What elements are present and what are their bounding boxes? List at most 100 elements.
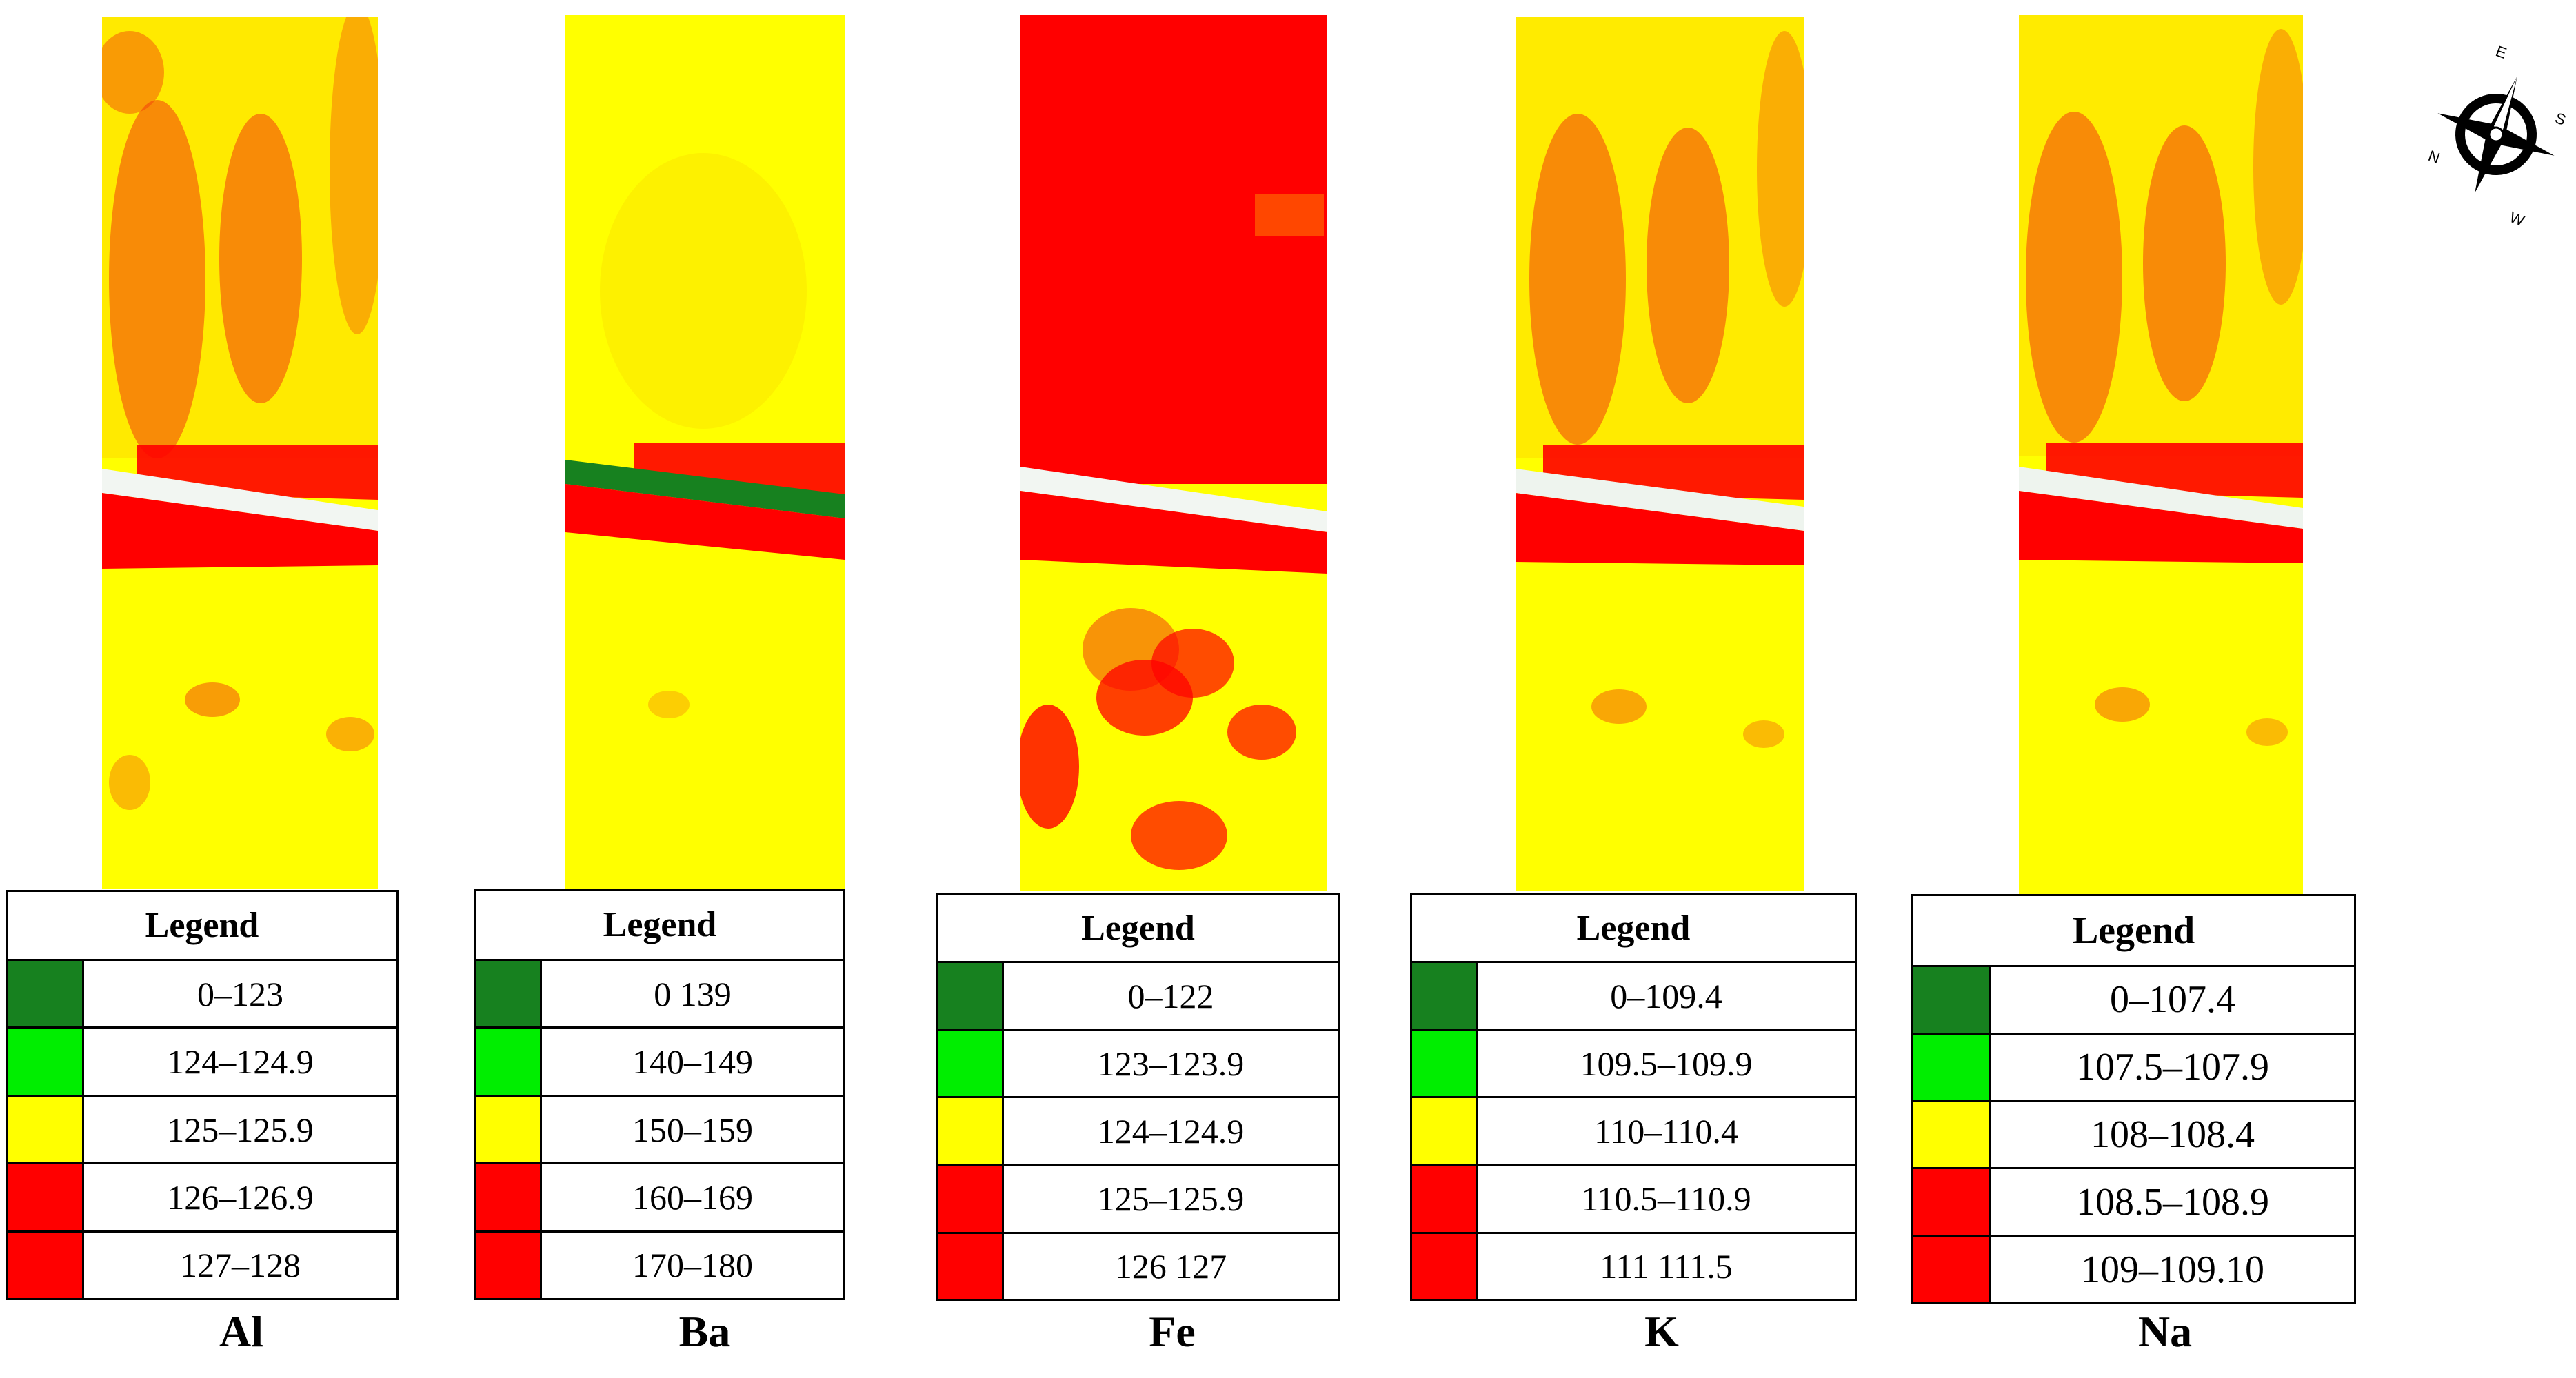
- legend-k: Legend 0–109.4 109.5–109.9 110–110.4 110…: [1410, 893, 1857, 1301]
- map-ba-raster: [565, 153, 845, 718]
- legend-row: 0 139: [476, 961, 843, 1029]
- legend-range: 170–180: [632, 1246, 753, 1285]
- legend-range: 110.5–110.9: [1581, 1179, 1751, 1219]
- legend-range: 111 111.5: [1600, 1247, 1733, 1286]
- swatch-light-green: [938, 1031, 1004, 1097]
- legend-range: 124–124.9: [1097, 1112, 1245, 1151]
- legend-title: Legend: [8, 892, 396, 961]
- map-al-raster: [102, 17, 378, 810]
- map-na-raster: [2019, 15, 2303, 746]
- element-label-k: K: [1644, 1307, 1679, 1356]
- legend-title: Legend: [1412, 895, 1855, 963]
- legend-range: 127–128: [180, 1246, 301, 1285]
- swatch-red: [1913, 1169, 1991, 1235]
- swatch-dark-green: [1913, 967, 1991, 1033]
- map-al: [102, 17, 378, 889]
- legend-title: Legend: [476, 891, 843, 961]
- legend-row: 109.5–109.9: [1412, 1031, 1855, 1099]
- legend-range: 0–107.4: [2110, 978, 2235, 1022]
- legend-range: 108.5–108.9: [2076, 1180, 2269, 1224]
- legend-title: Legend: [1913, 896, 2354, 967]
- legend-range: 0–123: [197, 974, 283, 1013]
- legend-row: 125–125.9: [938, 1166, 1338, 1234]
- swatch-light-green: [8, 1029, 84, 1095]
- legend-range: 107.5–107.9: [2076, 1046, 2269, 1089]
- map-na: [2019, 15, 2303, 894]
- swatch-red: [1412, 1233, 1478, 1300]
- map-fe-raster: [1020, 15, 1327, 870]
- legend-row: 0–109.4: [1412, 963, 1855, 1031]
- legend-fe: Legend 0–122 123–123.9 124–124.9 125–125…: [936, 893, 1340, 1301]
- swatch-red: [938, 1166, 1004, 1232]
- map-k: [1516, 17, 1804, 891]
- element-label-ba: Ba: [678, 1307, 731, 1356]
- legend-row: 127–128: [8, 1232, 396, 1299]
- swatch-red: [1913, 1237, 1991, 1302]
- legend-row: 125–125.9: [8, 1096, 396, 1165]
- legend-range: 0–109.4: [1610, 976, 1722, 1015]
- legend-row: 111 111.5: [1412, 1233, 1855, 1300]
- swatch-red: [8, 1164, 84, 1230]
- legend-al: Legend 0–123 124–124.9 125–125.9 126–126…: [6, 890, 399, 1300]
- element-label-fe: Fe: [1149, 1307, 1196, 1356]
- legend-row: 107.5–107.9: [1913, 1034, 2354, 1102]
- swatch-yellow: [1412, 1098, 1478, 1164]
- legend-row: 126–126.9: [8, 1164, 396, 1233]
- legend-ba: Legend 0 139 140–149 150–159 160–169 170…: [474, 889, 845, 1300]
- legend-range: 126–126.9: [167, 1177, 314, 1217]
- legend-row: 160–169: [476, 1164, 843, 1233]
- legend-row: 0–122: [938, 963, 1338, 1031]
- legend-row: 0–123: [8, 961, 396, 1029]
- legend-na: Legend 0–107.4 107.5–107.9 108–108.4 108…: [1911, 894, 2356, 1304]
- swatch-red: [1412, 1166, 1478, 1232]
- legend-row: 0–107.4: [1913, 967, 2354, 1035]
- swatch-dark-green: [476, 961, 542, 1027]
- legend-range: 126 127: [1114, 1247, 1227, 1286]
- legend-range: 125–125.9: [167, 1110, 314, 1149]
- legend-row: 108.5–108.9: [1913, 1169, 2354, 1237]
- legend-range: 124–124.9: [167, 1042, 314, 1082]
- swatch-yellow: [1913, 1102, 1991, 1168]
- map-k-raster: [1516, 17, 1804, 748]
- swatch-dark-green: [1412, 963, 1478, 1029]
- legend-title: Legend: [938, 895, 1338, 963]
- map-fe: [1020, 15, 1327, 891]
- swatch-yellow: [476, 1096, 542, 1163]
- legend-row: 150–159: [476, 1096, 843, 1165]
- legend-row: 110–110.4: [1412, 1098, 1855, 1166]
- swatch-light-green: [476, 1029, 542, 1095]
- legend-range: 140–149: [632, 1042, 753, 1082]
- compass-graphic: [2437, 76, 2555, 193]
- legend-row: 124–124.9: [938, 1098, 1338, 1166]
- swatch-dark-green: [8, 961, 84, 1027]
- legend-row: 170–180: [476, 1232, 843, 1299]
- legend-range: 125–125.9: [1097, 1179, 1245, 1219]
- legend-range: 110–110.4: [1594, 1112, 1738, 1151]
- swatch-light-green: [1412, 1031, 1478, 1097]
- element-label-na: Na: [2137, 1307, 2193, 1356]
- legend-row: 109–109.10: [1913, 1237, 2354, 1302]
- swatch-yellow: [8, 1096, 84, 1163]
- legend-range: 123–123.9: [1097, 1044, 1245, 1083]
- legend-row: 140–149: [476, 1029, 843, 1097]
- swatch-red: [476, 1164, 542, 1230]
- legend-row: 126 127: [938, 1233, 1338, 1300]
- legend-row: 108–108.4: [1913, 1102, 2354, 1170]
- map-ba: [565, 15, 845, 889]
- legend-row: 123–123.9: [938, 1031, 1338, 1099]
- swatch-yellow: [938, 1098, 1004, 1164]
- compass-rose-icon: E S W N: [2426, 38, 2568, 245]
- legend-range: 150–159: [632, 1110, 753, 1149]
- swatch-red: [8, 1232, 84, 1299]
- legend-range: 0–122: [1127, 976, 1214, 1015]
- swatch-red: [938, 1233, 1004, 1300]
- swatch-dark-green: [938, 963, 1004, 1029]
- legend-range: 108–108.4: [2091, 1113, 2255, 1156]
- swatch-light-green: [1913, 1034, 1991, 1100]
- legend-range: 0 139: [654, 974, 732, 1013]
- element-label-al: Al: [219, 1307, 263, 1356]
- swatch-red: [476, 1232, 542, 1299]
- legend-row: 124–124.9: [8, 1029, 396, 1097]
- legend-range: 109.5–109.9: [1580, 1044, 1753, 1083]
- legend-range: 109–109.10: [2081, 1248, 2264, 1291]
